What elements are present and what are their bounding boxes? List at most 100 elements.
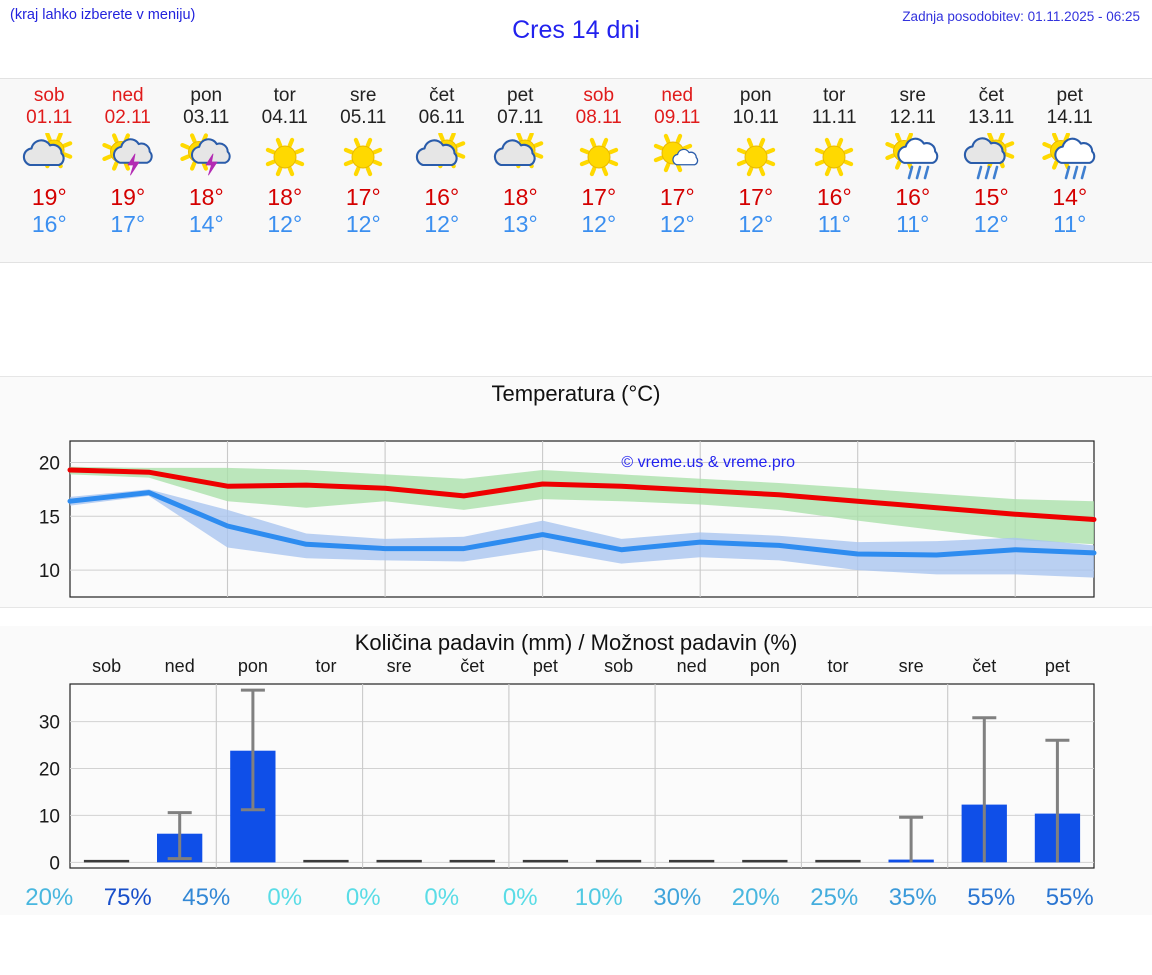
day-date: 04.11 (261, 107, 308, 128)
forecast-strip: sob 01.11 19° 16° ned 02.11 19° 17° pon 03.11 1… (0, 78, 1152, 263)
forecast-day-5[interactable]: sre 05.11 17° 12° (324, 79, 403, 262)
day-name: ned (661, 85, 694, 106)
svg-text:© vreme.us & vreme.pro: © vreme.us & vreme.pro (621, 454, 795, 471)
temp-min: 12° (581, 211, 617, 237)
svg-text:sre: sre (899, 656, 924, 676)
spacer-2 (0, 608, 1152, 626)
day-date: 14.11 (1046, 107, 1093, 128)
day-date: 07.11 (497, 107, 544, 128)
svg-text:pon: pon (238, 656, 268, 676)
forecast-day-9[interactable]: ned 09.11 17° 12° (638, 79, 717, 262)
precip-probability-11: 25% (810, 884, 859, 911)
forecast-day-8[interactable]: sob 08.11 17° 12° (560, 79, 639, 262)
svg-text:pet: pet (533, 656, 558, 676)
svg-text:20: 20 (39, 760, 60, 781)
svg-text:ned: ned (165, 656, 195, 676)
sun-cloud-icon (492, 131, 548, 183)
svg-text:sob: sob (604, 656, 633, 676)
sun-cloud-storm-icon (100, 131, 156, 183)
temp-min: 12° (973, 211, 1009, 237)
svg-text:10: 10 (39, 561, 60, 582)
svg-text:tor: tor (315, 656, 336, 676)
sun-icon (728, 131, 784, 183)
day-date: 01.11 (26, 107, 73, 128)
svg-text:čet: čet (460, 656, 484, 676)
forecast-day-11[interactable]: tor 11.11 16° 11° (795, 79, 874, 262)
day-name: sre (899, 85, 926, 106)
svg-text:10: 10 (39, 806, 60, 827)
temp-max: 14° (1052, 184, 1088, 210)
day-date: 02.11 (104, 107, 151, 128)
forecast-day-14[interactable]: pet 14.11 14° 11° (1031, 79, 1110, 262)
sun-cloud-icon (414, 131, 470, 183)
temperature-chart-title: Temperatura (°C) (491, 381, 661, 406)
spacer (0, 263, 1152, 376)
forecast-day-4[interactable]: tor 04.11 18° 12° (246, 79, 325, 262)
temp-min: 11° (896, 211, 930, 237)
cloud-sun-rain-icon (963, 131, 1019, 183)
forecast-day-6[interactable]: čet 06.11 16° 12° (403, 79, 482, 262)
sun-icon (571, 131, 627, 183)
precip-probability-9: 30% (653, 884, 702, 911)
svg-text:sob: sob (92, 656, 121, 676)
precip-probability-7: 0% (502, 884, 538, 911)
day-name: pon (739, 85, 772, 106)
svg-text:30: 30 (39, 713, 60, 734)
temp-max: 19° (31, 184, 67, 210)
precip-probability-10: 20% (731, 884, 780, 911)
forecast-day-7[interactable]: pet 07.11 18° 13° (481, 79, 560, 262)
svg-text:sre: sre (387, 656, 412, 676)
day-name: ned (111, 85, 144, 106)
day-date: 11.11 (811, 107, 857, 128)
sun-cloud-rain-icon (885, 131, 941, 183)
precip-probability-12: 35% (888, 884, 937, 911)
temp-min: 11° (817, 211, 851, 237)
svg-text:ned: ned (677, 656, 707, 676)
forecast-day-13[interactable]: čet 13.11 15° 12° (952, 79, 1031, 262)
sun-icon (257, 131, 313, 183)
day-date: 13.11 (968, 107, 1015, 128)
day-name: sob (583, 85, 615, 106)
day-date: 05.11 (340, 107, 387, 128)
last-updated: Zadnja posodobitev: 01.11.2025 - 06:25 (902, 9, 1140, 24)
temp-max: 17° (581, 184, 617, 210)
day-date: 09.11 (654, 107, 701, 128)
precip-probability-5: 0% (345, 884, 381, 911)
page-title: Cres 14 dni (512, 16, 640, 44)
precip-probability-4: 0% (267, 884, 303, 911)
precipitation-probability-row: 20% 75% 45% 0% 0% 0% 0% 10% 30% 20% 25% 35% 55% 55% (0, 881, 1152, 915)
precip-probability-13: 55% (967, 884, 1016, 911)
precipitation-chart: sob ned pon tor sre čet pet sob ned pon tor sre čet p… (39, 656, 1095, 874)
precip-probability-2: 75% (103, 884, 152, 911)
temp-max: 16° (424, 184, 460, 210)
temp-min: 17° (110, 211, 146, 237)
temp-min: 12° (738, 211, 774, 237)
temp-min: 12° (659, 211, 695, 237)
day-date: 12.11 (889, 107, 936, 128)
precip-probability-6: 0% (424, 884, 460, 911)
day-name: pet (1056, 85, 1083, 106)
temp-min: 13° (502, 211, 538, 237)
menu-hint: (kraj lahko izberete v meniju) (10, 7, 196, 23)
forecast-day-2[interactable]: ned 02.11 19° 17° (89, 79, 168, 262)
day-name: sre (350, 85, 377, 106)
day-name: čet (978, 85, 1004, 106)
temp-max: 17° (345, 184, 381, 210)
temp-max: 15° (973, 184, 1009, 210)
forecast-day-list: sob 01.11 19° 16° ned 02.11 19° 17° pon 03.11 1… (0, 79, 1152, 262)
sun-cloud-storm-icon (178, 131, 234, 183)
precip-probability-1: 20% (25, 884, 74, 911)
precipitation-chart-title: Količina padavin (mm) / Možnost padavin … (354, 630, 798, 655)
forecast-day-1[interactable]: sob 01.11 19° 16° (10, 79, 89, 262)
temp-max: 18° (267, 184, 303, 210)
svg-text:tor: tor (827, 656, 848, 676)
temp-min: 12° (345, 211, 381, 237)
temp-max: 18° (502, 184, 538, 210)
sun-cloud-icon (21, 131, 77, 183)
svg-text:0: 0 (49, 853, 60, 874)
precip-probability-14: 55% (1045, 884, 1094, 911)
forecast-day-12[interactable]: sre 12.11 16° 11° (874, 79, 953, 262)
precipitation-chart-block: Količina padavin (mm) / Možnost padavin … (0, 626, 1152, 915)
forecast-day-3[interactable]: pon 03.11 18° 14° (167, 79, 246, 262)
forecast-day-10[interactable]: pon 10.11 17° 12° (717, 79, 796, 262)
